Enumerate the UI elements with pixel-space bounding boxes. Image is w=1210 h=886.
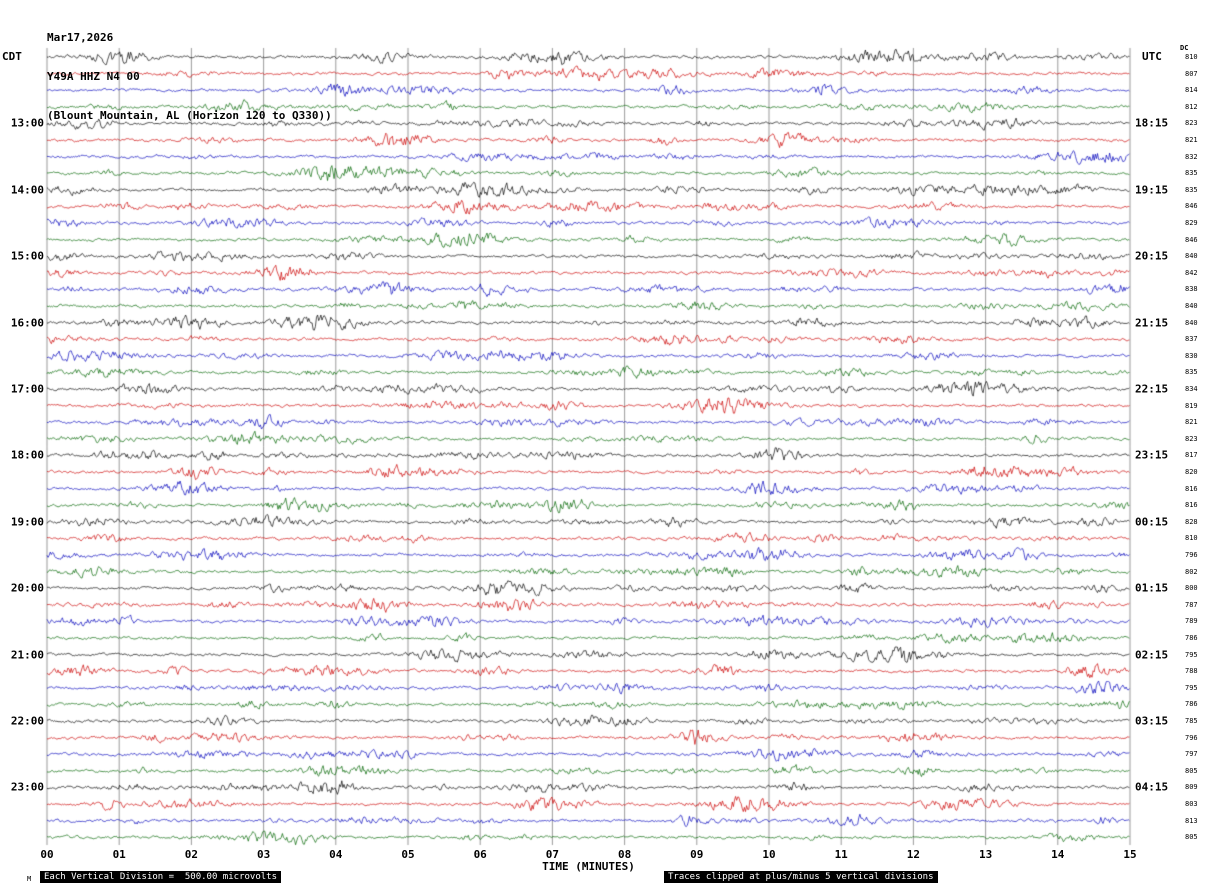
dc-value: 809 <box>1185 783 1198 792</box>
dc-value: 835 <box>1185 169 1198 178</box>
dc-value: 797 <box>1185 750 1198 759</box>
dc-value: 802 <box>1185 567 1198 576</box>
dc-value: 796 <box>1185 551 1198 559</box>
dc-value: 830 <box>1185 351 1198 360</box>
dc-value: 805 <box>1185 766 1198 775</box>
dc-value: 816 <box>1185 484 1198 493</box>
dc-value: 789 <box>1185 617 1198 626</box>
hour-label-cdt: 20:00 <box>10 581 44 595</box>
clip-note: Traces clipped at plus/minus 5 vertical … <box>664 871 938 883</box>
hour-label-utc: 20:15 <box>1135 249 1169 263</box>
dc-value: 803 <box>1185 800 1198 808</box>
dc-value: 785 <box>1185 717 1198 725</box>
dc-value: 812 <box>1185 102 1198 111</box>
dc-value: 795 <box>1185 650 1198 659</box>
dc-value: 835 <box>1185 185 1198 194</box>
hour-label-cdt: 13:00 <box>10 116 44 130</box>
dc-value: 840 <box>1185 318 1198 327</box>
x-tick-label: 10 <box>762 848 776 861</box>
corner-glyph: M <box>27 875 32 883</box>
right-axis-label: UTC <box>1142 50 1162 63</box>
dc-value: 823 <box>1185 119 1198 128</box>
hour-label-utc: 02:15 <box>1135 648 1169 662</box>
x-tick-label: 00 <box>40 848 54 861</box>
dc-value: 846 <box>1185 202 1198 211</box>
hour-label-cdt: 16:00 <box>10 316 44 330</box>
hour-label-cdt: 19:00 <box>10 515 44 529</box>
x-tick-label: 07 <box>545 848 560 861</box>
dc-value: 810 <box>1185 53 1198 61</box>
hour-label-utc: 03:15 <box>1135 714 1169 728</box>
x-tick-label: 08 <box>617 848 632 861</box>
dc-value: 821 <box>1185 418 1198 427</box>
hour-label-cdt: 21:00 <box>10 648 44 662</box>
dc-value: 838 <box>1185 285 1198 294</box>
dc-value: 840 <box>1185 252 1198 261</box>
dc-value: 846 <box>1185 235 1198 244</box>
x-tick-label: 04 <box>329 848 343 861</box>
header: Mar17,2026 Y49A HHZ N4 00 (Blount Mounta… <box>47 5 332 148</box>
dc-value: 840 <box>1185 302 1198 310</box>
dc-value: 823 <box>1185 434 1198 443</box>
left-axis-label: CDT <box>2 50 22 63</box>
x-tick-label: 13 <box>978 848 993 861</box>
dc-value: 788 <box>1185 667 1198 676</box>
dc-value: 832 <box>1185 152 1198 161</box>
dc-value: 813 <box>1185 816 1198 825</box>
x-tick-label: 01 <box>112 848 126 861</box>
hour-label-utc: 21:15 <box>1135 316 1169 330</box>
dc-value: 796 <box>1185 733 1198 742</box>
dc-value: 819 <box>1185 401 1198 410</box>
hour-label-utc: 18:15 <box>1135 116 1169 130</box>
dc-value: 786 <box>1185 634 1198 642</box>
dc-column-label: DC <box>1180 44 1189 52</box>
x-tick-label: 11 <box>834 848 848 861</box>
hour-label-cdt: 18:00 <box>10 448 44 462</box>
dc-value: 828 <box>1185 517 1198 526</box>
hour-label-utc: 22:15 <box>1135 382 1169 396</box>
dc-value: 816 <box>1185 501 1198 510</box>
dc-value: 807 <box>1185 69 1198 78</box>
hour-label-cdt: 15:00 <box>10 249 44 263</box>
x-axis-title: TIME (MINUTES) <box>542 860 635 873</box>
hour-label-utc: 19:15 <box>1135 183 1169 197</box>
x-tick-label: 06 <box>473 848 487 861</box>
x-tick-label: 15 <box>1123 848 1137 861</box>
hour-label-utc: 00:15 <box>1135 515 1169 529</box>
hour-label-cdt: 17:00 <box>10 382 44 396</box>
dc-value: 835 <box>1185 368 1198 377</box>
hour-label-utc: 04:15 <box>1135 780 1169 794</box>
dc-value: 814 <box>1185 86 1198 95</box>
dc-value: 805 <box>1185 833 1198 842</box>
dc-value: 820 <box>1185 468 1198 476</box>
x-tick-label: 14 <box>1051 848 1065 861</box>
dc-value: 800 <box>1185 584 1198 593</box>
x-tick-label: 02 <box>184 848 199 861</box>
dc-value: 821 <box>1185 136 1198 144</box>
x-tick-label: 05 <box>401 848 415 861</box>
x-tick-label: 09 <box>690 848 704 861</box>
hour-label-utc: 01:15 <box>1135 581 1169 595</box>
hour-label-cdt: 14:00 <box>10 183 44 197</box>
dc-value: 795 <box>1185 683 1198 692</box>
dc-value: 786 <box>1185 700 1198 709</box>
dc-value: 842 <box>1185 268 1198 277</box>
dc-value: 787 <box>1185 600 1198 609</box>
x-tick-label: 03 <box>256 848 271 861</box>
x-tick-label: 12 <box>906 848 921 861</box>
hour-label-cdt: 22:00 <box>10 714 44 728</box>
dc-value: 817 <box>1185 451 1198 460</box>
dc-value: 837 <box>1185 335 1198 344</box>
header-location: (Blount Mountain, AL (Horizon 120 to Q33… <box>47 109 332 122</box>
dc-value: 810 <box>1185 534 1198 543</box>
dc-value: 829 <box>1185 219 1198 227</box>
header-date: Mar17,2026 <box>47 31 114 44</box>
scale-note: Each Vertical Division = 500.00 microvol… <box>40 871 281 883</box>
dc-value: 834 <box>1185 385 1198 393</box>
hour-label-utc: 23:15 <box>1135 448 1169 462</box>
hour-label-cdt: 23:00 <box>10 780 44 794</box>
header-station: Y49A HHZ N4 00 <box>47 70 140 83</box>
